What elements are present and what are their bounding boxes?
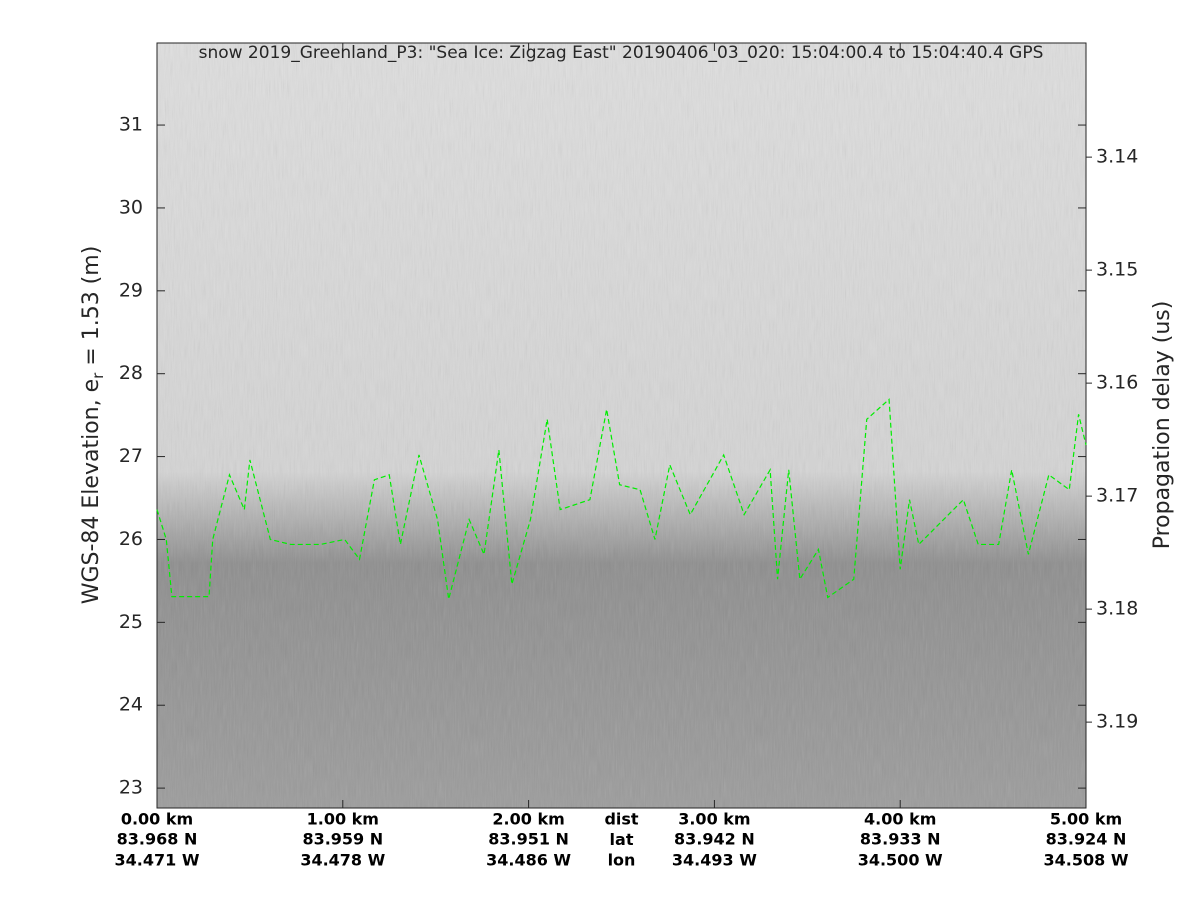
y2-tick-label: 3.15 (1096, 259, 1138, 281)
x-tick-lon: 34.478 W (300, 851, 385, 870)
x-tick-lon: 34.493 W (672, 851, 757, 870)
y2-tick-label: 3.14 (1096, 146, 1138, 168)
x-tick-lon: 34.508 W (1044, 851, 1129, 870)
x-tick-label: 3.00 km (678, 810, 750, 829)
y-tick-label: 25 (119, 611, 143, 633)
x-tick-lat: 83.942 N (674, 830, 755, 849)
x-tick-lon: 34.486 W (486, 851, 571, 870)
y2-tick-label: 3.17 (1096, 485, 1138, 507)
x-row-name: lon (608, 851, 636, 870)
y2-tick-label: 3.19 (1096, 711, 1138, 733)
y-tick-label: 27 (119, 445, 143, 467)
x-tick-label: 0.00 km (121, 810, 193, 829)
x-tick-lat: 83.933 N (860, 830, 941, 849)
x-tick-label: 4.00 km (864, 810, 936, 829)
y-tick-label: 31 (119, 114, 143, 136)
y-tick-label: 28 (119, 362, 143, 384)
y-label-sub: r (89, 372, 107, 379)
y-tick-label: 23 (119, 777, 143, 799)
y-axis-label: WGS-84 Elevation, er = 1.53 (m) (79, 246, 107, 605)
surface-line (156, 398, 1087, 600)
y-tick-label: 30 (119, 196, 143, 218)
x-tick-label: 2.00 km (492, 810, 564, 829)
x-tick-lat: 83.968 N (117, 830, 198, 849)
x-row-name: lat (610, 830, 634, 849)
x-tick-label: 5.00 km (1050, 810, 1122, 829)
echogram-noise (157, 43, 1086, 808)
y-tick-label: 26 (119, 528, 143, 550)
plot-frame (156, 42, 1087, 809)
y-label-main: WGS-84 Elevation, e (79, 379, 104, 604)
y-tick-label: 24 (119, 694, 143, 716)
x-tick-lon: 34.471 W (115, 851, 200, 870)
chart-title: snow 2019_Greenland_P3: "Sea Ice: Zigzag… (199, 43, 1044, 63)
x-row-name: dist (604, 810, 638, 829)
x-tick-lat: 83.951 N (488, 830, 569, 849)
x-tick-lon: 34.500 W (858, 851, 943, 870)
y2-tick-label: 3.16 (1096, 372, 1138, 394)
y2-tick-label: 3.18 (1096, 598, 1138, 620)
x-tick-label: 1.00 km (307, 810, 379, 829)
y-label-rest: = 1.53 (m) (79, 246, 104, 373)
x-tick-lat: 83.924 N (1046, 830, 1127, 849)
x-tick-lat: 83.959 N (302, 830, 383, 849)
y2-axis-label: Propagation delay (us) (1150, 301, 1175, 550)
y-tick-label: 29 (119, 279, 143, 301)
